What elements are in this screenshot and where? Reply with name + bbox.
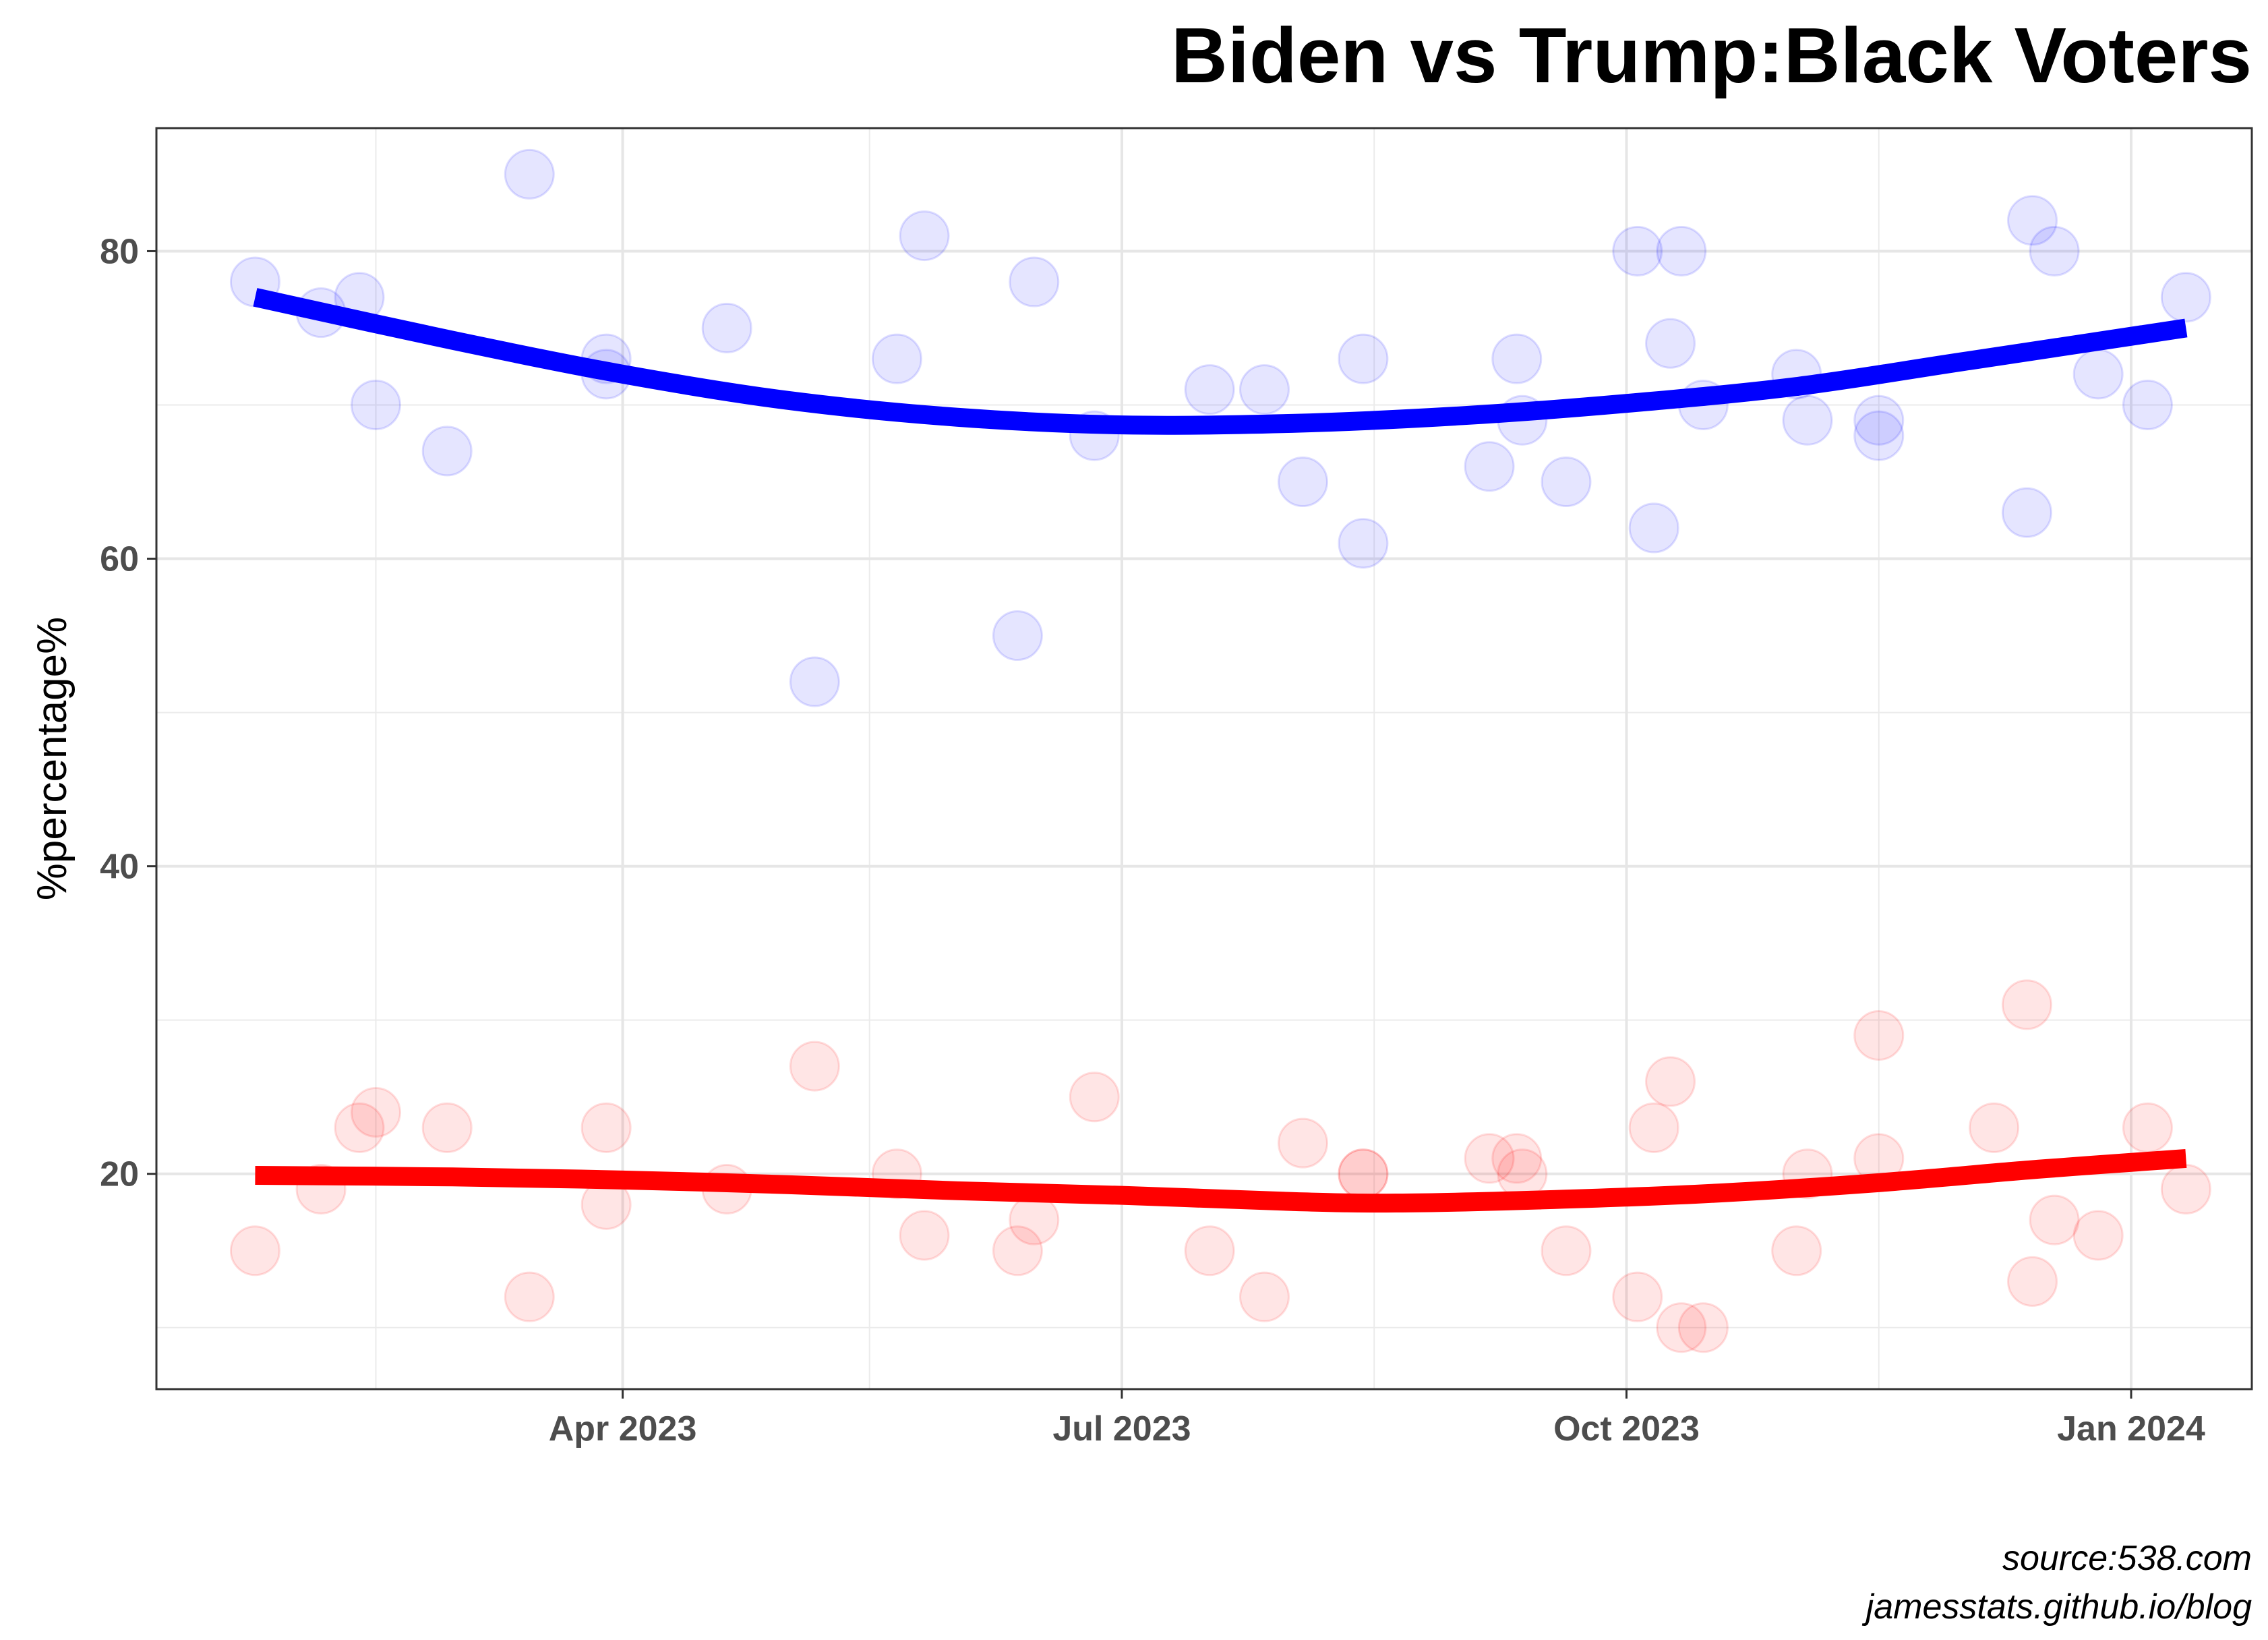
data-point-series-1 xyxy=(1239,364,1290,415)
data-point-series-1 xyxy=(1338,518,1389,569)
y-axis: 20 40 60 80 xyxy=(100,232,156,1194)
data-point-series-1 xyxy=(1645,318,1696,369)
data-point-series-2 xyxy=(2029,1194,2080,1246)
data-point-series-1 xyxy=(350,379,401,430)
data-point-series-2 xyxy=(504,1271,555,1322)
chart-title: Biden vs Trump:Black Voters xyxy=(1171,11,2252,99)
minor-gridlines xyxy=(156,128,2252,1389)
data-point-series-1 xyxy=(1853,394,1905,446)
data-point-series-2 xyxy=(580,1102,632,1153)
data-point-series-1 xyxy=(1782,394,1833,446)
x-tick-label: Apr 2023 xyxy=(549,1409,697,1448)
y-tick-label: 40 xyxy=(100,848,139,887)
data-point-series-1 xyxy=(2072,349,2124,400)
data-point-series-1 xyxy=(2007,195,2058,246)
data-point-series-1 xyxy=(1628,502,1679,554)
x-tick-label: Jul 2023 xyxy=(1052,1409,1191,1448)
data-point-series-1 xyxy=(701,302,752,353)
data-point-series-2 xyxy=(2001,979,2052,1030)
y-tick-label: 20 xyxy=(100,1155,139,1194)
data-point-series-2 xyxy=(1853,1009,1905,1061)
data-point-series-2 xyxy=(1338,1148,1389,1200)
data-point-series-1 xyxy=(1464,441,1515,492)
data-point-series-1 xyxy=(1491,333,1543,384)
data-point-series-1 xyxy=(1853,410,1905,461)
data-point-series-2 xyxy=(1628,1102,1679,1153)
data-point-series-2 xyxy=(1464,1133,1515,1184)
data-point-series-2 xyxy=(992,1225,1043,1277)
data-point-series-2 xyxy=(1969,1102,2020,1153)
data-point-series-2 xyxy=(1645,1056,1696,1107)
data-point-series-1 xyxy=(504,148,555,200)
data-point-series-2 xyxy=(1009,1194,1060,1246)
data-point-series-2 xyxy=(1612,1271,1663,1322)
data-point-series-1 xyxy=(992,610,1043,662)
data-point-series-2 xyxy=(2007,1256,2058,1307)
data-point-series-2 xyxy=(789,1041,840,1092)
y-tick-label: 80 xyxy=(100,232,139,271)
trend-lines xyxy=(253,288,2188,1213)
data-point-series-1 xyxy=(1541,457,1592,508)
data-points xyxy=(229,148,2211,1353)
data-point-series-2 xyxy=(899,1210,950,1261)
data-point-series-2 xyxy=(1771,1225,1822,1277)
data-point-series-1 xyxy=(2122,379,2173,430)
data-point-series-2 xyxy=(421,1102,473,1153)
data-point-series-1 xyxy=(1009,256,1060,308)
data-point-series-2 xyxy=(229,1225,280,1277)
caption-blog: jamesstats.github.io/blog xyxy=(1862,1587,2252,1627)
x-tick-label: Oct 2023 xyxy=(1553,1409,1700,1448)
data-point-series-2 xyxy=(2122,1102,2173,1153)
data-point-series-1 xyxy=(2029,225,2080,276)
data-point-series-2 xyxy=(1277,1117,1328,1169)
data-point-series-2 xyxy=(334,1102,385,1153)
data-point-series-2 xyxy=(1239,1271,1290,1322)
y-tick-label: 60 xyxy=(100,540,139,579)
plot-panel-border xyxy=(155,127,2253,1390)
data-point-series-1 xyxy=(871,333,922,384)
x-axis: Apr 2023 Jul 2023 Oct 2023 Jan 2024 xyxy=(549,1389,2205,1448)
data-point-series-2 xyxy=(350,1087,401,1138)
data-point-series-1 xyxy=(1277,457,1328,508)
data-point-series-1 xyxy=(1184,364,1235,415)
data-point-series-2 xyxy=(2160,1164,2211,1215)
data-point-series-2 xyxy=(1491,1133,1543,1184)
data-point-series-2 xyxy=(1069,1072,1120,1123)
data-point-series-1 xyxy=(1656,225,1707,276)
x-tick-label: Jan 2024 xyxy=(2057,1409,2205,1448)
data-point-series-1 xyxy=(899,210,950,262)
data-point-series-1 xyxy=(421,426,473,477)
data-point-series-2 xyxy=(1677,1302,1729,1353)
data-point-series-1 xyxy=(2160,272,2211,323)
data-point-series-2 xyxy=(1656,1302,1707,1353)
caption-source: source:538.com xyxy=(2002,1539,2252,1578)
data-point-series-2 xyxy=(1184,1225,1235,1277)
data-point-series-1 xyxy=(1612,225,1663,276)
data-point-series-2 xyxy=(2072,1210,2124,1261)
data-point-series-1 xyxy=(789,656,840,707)
data-point-series-1 xyxy=(1338,333,1389,384)
trend-line-series-1 xyxy=(253,288,2188,435)
trend-line-series-2 xyxy=(255,1148,2187,1213)
y-axis-label: %percentage% xyxy=(29,617,76,901)
data-point-series-2 xyxy=(1541,1225,1592,1277)
data-point-series-1 xyxy=(2001,487,2052,538)
